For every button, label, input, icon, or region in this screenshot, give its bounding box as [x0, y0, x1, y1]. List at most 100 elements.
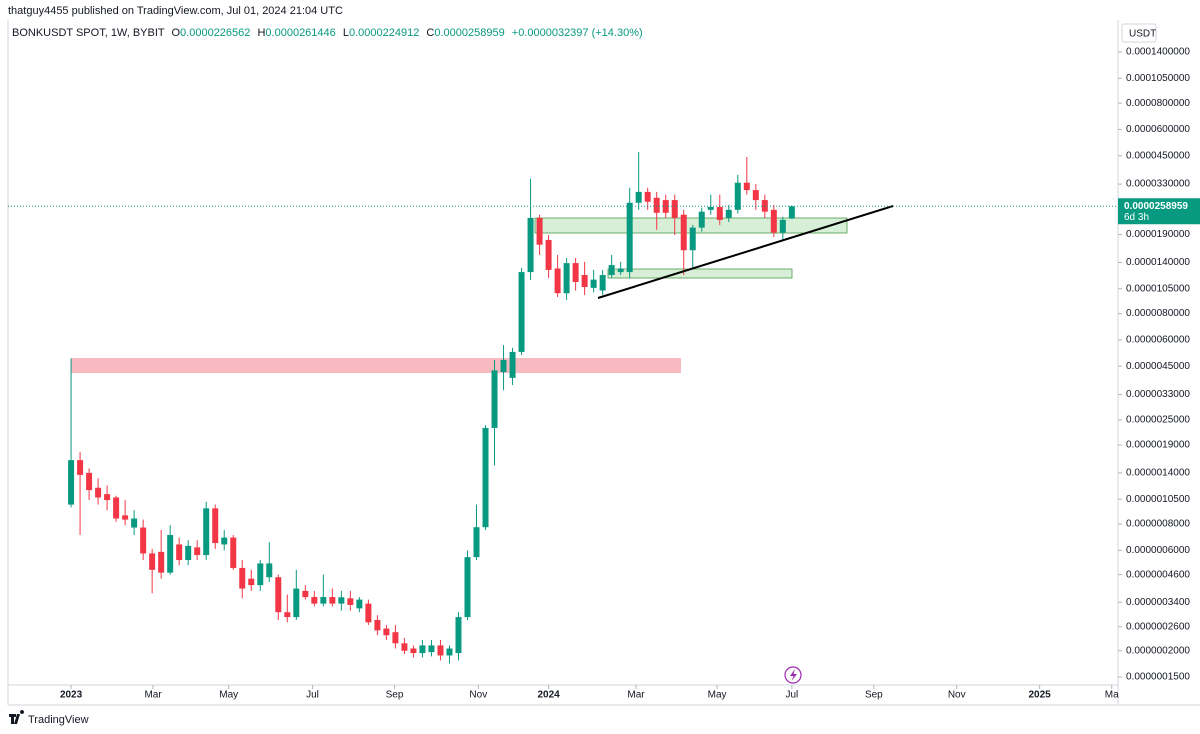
candle-body	[302, 590, 309, 598]
candle-body	[248, 578, 255, 586]
y-tick-label: 0.0000800000	[1126, 98, 1190, 109]
candle-body	[347, 598, 354, 605]
y-tick-label: 0.0000002600	[1126, 621, 1190, 632]
candle-body	[698, 211, 705, 228]
candle-body	[770, 209, 777, 233]
candle-body	[464, 557, 471, 618]
candles	[68, 151, 795, 664]
x-tick-label: Sep	[386, 690, 404, 701]
candle-body	[680, 214, 687, 251]
candle-body	[725, 209, 732, 218]
ohlc-key: H	[257, 27, 265, 39]
candle-body	[491, 370, 498, 428]
last-price-box	[1118, 198, 1200, 225]
candle-body	[653, 197, 660, 213]
candle-body	[149, 553, 156, 570]
ohlc-key: C	[426, 27, 434, 39]
y-tick-label: 0.0000008000	[1126, 519, 1190, 530]
candle-body	[293, 588, 300, 618]
candle-body	[140, 527, 147, 554]
candle-body	[365, 603, 372, 623]
candle-body	[419, 645, 426, 654]
x-tick-label: 2023	[60, 690, 83, 701]
y-tick-label: 0.0000033000	[1126, 389, 1190, 400]
ohlc-value: 0.0000261446	[265, 27, 335, 39]
ohlc-value: 0.0000258959	[434, 27, 504, 39]
brand-name: TradingView	[28, 714, 89, 726]
candle-body	[311, 597, 318, 604]
candle-body	[167, 534, 174, 573]
candle-body	[788, 206, 795, 219]
candle-body	[671, 200, 678, 218]
candle-body	[230, 537, 237, 568]
candle-body	[275, 577, 282, 613]
candle-body	[527, 217, 534, 273]
candle-body	[239, 567, 246, 589]
candle-body	[257, 563, 264, 586]
candle-body	[437, 645, 444, 656]
candle-body	[374, 620, 381, 631]
x-tick-label: 2024	[537, 690, 560, 701]
candle-body	[617, 268, 624, 273]
candle-body	[644, 191, 651, 202]
candle-body	[572, 263, 579, 283]
candle-body	[428, 645, 435, 653]
ohlc-value: 0.0000224912	[349, 27, 419, 39]
x-tick-label: Ma	[1105, 690, 1119, 701]
y-tick-label: 0.0000025000	[1126, 415, 1190, 426]
candle-body	[266, 563, 273, 578]
candle-body	[500, 359, 507, 373]
symbol: BONKUSDT SPOT, 1W, BYBIT	[12, 27, 165, 39]
ohlc-value: 0.0000226562	[180, 27, 250, 39]
y-tick-label: 0.0000003400	[1126, 597, 1190, 608]
candle-body	[446, 648, 453, 656]
candle-body	[752, 190, 759, 201]
y-tick-label: 0.0001400000	[1126, 47, 1190, 58]
y-tick-label: 0.0000019000	[1126, 440, 1190, 451]
change: +0.0000032397 (+14.30%)	[512, 27, 643, 39]
candle-body	[536, 217, 543, 245]
ohlc-key: O	[171, 27, 180, 39]
y-tick-label: 0.0000004600	[1126, 569, 1190, 580]
x-tick-label: Jul	[785, 690, 798, 701]
y-tick-label: 0.0000105000	[1126, 283, 1190, 294]
x-tick-label: May	[219, 690, 238, 701]
x-tick-label: May	[708, 690, 727, 701]
candle-body	[194, 547, 201, 556]
candle-body	[284, 612, 291, 618]
candle-body	[482, 427, 489, 528]
y-tick-label: 0.0000140000	[1126, 257, 1190, 268]
event-icon-bolt	[790, 669, 797, 681]
candle-body	[743, 182, 750, 191]
candle-body	[131, 518, 138, 528]
candle-body	[329, 597, 336, 604]
candle-body	[68, 460, 75, 505]
x-tick-label: 2025	[1028, 690, 1051, 701]
candle-body	[608, 265, 615, 276]
y-tick-label: 0.0000060000	[1126, 335, 1190, 346]
candle-body	[392, 632, 399, 644]
author-line: thatguy4455 published on TradingView.com…	[8, 5, 343, 17]
candle-body	[122, 515, 129, 520]
brand-logo	[9, 710, 25, 724]
x-tick-label: Jul	[306, 690, 319, 701]
candle-body	[158, 551, 165, 573]
candle-body	[95, 487, 102, 498]
currency: USDT	[1129, 29, 1156, 40]
y-tick-label: 0.0000450000	[1126, 150, 1190, 161]
candle-body	[401, 643, 408, 651]
candle-body	[734, 182, 741, 210]
y-tick-label: 0.0001050000	[1126, 73, 1190, 84]
currency-box	[1121, 23, 1157, 43]
symbol-legend: BONKUSDT SPOT, 1W, BYBIT O0.0000226562 H…	[12, 27, 643, 39]
candle-body	[716, 206, 723, 220]
candle-body	[473, 527, 480, 558]
candle-body	[518, 272, 525, 352]
candle-body	[707, 206, 714, 210]
candle-body	[221, 537, 228, 545]
countdown: 6d 3h	[1124, 212, 1149, 223]
y-tick-label: 0.0000002000	[1126, 645, 1190, 656]
y-tick-label: 0.0000600000	[1126, 124, 1190, 135]
x-tick-label: Nov	[469, 690, 487, 701]
